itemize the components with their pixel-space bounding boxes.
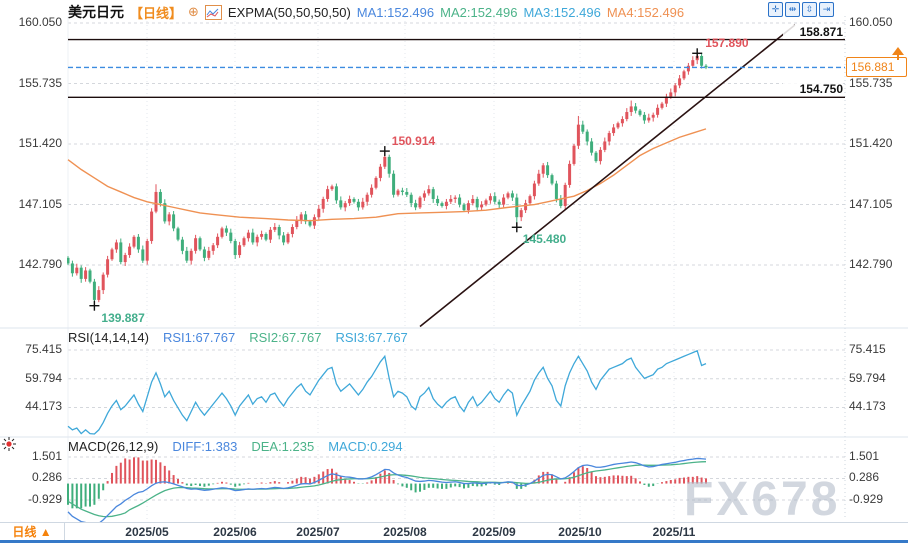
chart-toolbar: ✛ ⇹ ⇳ ⇥ bbox=[768, 2, 834, 17]
rsi-axis-label: 44.173 bbox=[25, 399, 62, 413]
high-price-annotation: 157.890 bbox=[705, 36, 749, 51]
forward-icon[interactable]: ⇥ bbox=[819, 2, 834, 17]
rsi-line bbox=[67, 349, 707, 435]
rsi3-value: RSI3:67.767 bbox=[335, 330, 408, 345]
macd-axis-label: 0.286 bbox=[849, 470, 880, 484]
ma3-value: MA3:152.496 bbox=[523, 4, 601, 20]
pan-icon[interactable]: ✛ bbox=[768, 2, 783, 17]
settings-sun-icon[interactable] bbox=[2, 437, 16, 456]
macd-axis-label: 1.501 bbox=[849, 449, 880, 463]
price-axis-label: 155.735 bbox=[849, 76, 893, 90]
macd-axis-label: 0.286 bbox=[31, 470, 62, 484]
dea-value: DEA:1.235 bbox=[251, 439, 315, 454]
date-tick: 2025/05 bbox=[125, 525, 169, 539]
rsi-header: RSI(14,14,14) RSI1:67.767 RSI2:67.767 RS… bbox=[68, 330, 408, 345]
resistance-line-label: 158.871 bbox=[783, 24, 843, 39]
ma2-value: MA2:152.496 bbox=[440, 4, 518, 20]
low-price-annotation: 145.480 bbox=[522, 232, 567, 247]
rsi1-value: RSI1:67.767 bbox=[162, 330, 236, 345]
macd-axis-label: 1.501 bbox=[31, 449, 62, 463]
rsi-name: RSI(14,14,14) bbox=[68, 330, 149, 345]
price-axis-label: 151.420 bbox=[849, 136, 893, 150]
expma-line bbox=[67, 128, 707, 222]
macd-value: MACD:0.294 bbox=[328, 439, 403, 454]
rsi2-value: RSI2:67.767 bbox=[249, 330, 322, 345]
add-indicator-icon[interactable]: ⊕ bbox=[188, 4, 199, 19]
candles bbox=[67, 52, 708, 306]
price-axis-label: 160.050 bbox=[849, 15, 893, 29]
rsi-axis-label: 59.794 bbox=[849, 371, 886, 385]
macd-hist bbox=[67, 457, 707, 509]
macd-header: MACD(26,12,9) DIFF:1.383 DEA:1.235 MACD:… bbox=[68, 439, 403, 454]
fit-width-icon[interactable]: ⇹ bbox=[785, 2, 800, 17]
macd-axis-label: -0.929 bbox=[27, 492, 62, 506]
period-tag[interactable]: 【日线】 bbox=[130, 5, 183, 21]
time-axis-bar: 日线 ▲ 2025/05 2025/06 2025/07 2025/08 202… bbox=[0, 522, 908, 541]
chart-header: 美元日元 【日线】 ⊕ EXPMA(50,50,50,50) MA1:152.4… bbox=[68, 2, 684, 22]
high-price-annotation: 150.914 bbox=[391, 134, 436, 149]
trendline bbox=[419, 24, 796, 328]
date-tick: 2025/08 bbox=[383, 525, 427, 539]
rsi-axis-label: 59.794 bbox=[25, 371, 62, 385]
macd-lines bbox=[67, 457, 707, 526]
current-price-badge: 156.881 bbox=[846, 57, 907, 78]
support-line-label: 154.750 bbox=[783, 82, 843, 97]
scale-y-icon[interactable]: ⇳ bbox=[802, 2, 817, 17]
price-axis-label: 160.050 bbox=[18, 15, 62, 29]
period-selector[interactable]: 日线 ▲ bbox=[0, 523, 65, 541]
watermark: FX678 bbox=[684, 473, 841, 526]
date-tick: 2025/10 bbox=[558, 525, 602, 539]
date-tick: 2025/11 bbox=[652, 525, 696, 539]
date-tick: 2025/07 bbox=[296, 525, 340, 539]
price-axis-label: 155.735 bbox=[18, 76, 62, 90]
diff-value: DIFF:1.383 bbox=[172, 439, 238, 454]
rsi-axis-label: 75.415 bbox=[849, 342, 886, 356]
price-axis-label: 147.105 bbox=[849, 197, 893, 211]
ma4-value: MA4:152.496 bbox=[606, 4, 685, 20]
price-axis-label: 142.790 bbox=[849, 257, 893, 271]
price-axis-label: 151.420 bbox=[18, 136, 62, 150]
date-tick: 2025/06 bbox=[213, 525, 257, 539]
rsi-axis-label: 75.415 bbox=[25, 342, 62, 356]
ma1-value: MA1:152.496 bbox=[356, 4, 435, 20]
macd-axis-label: -0.929 bbox=[849, 492, 884, 506]
period-arrow-icon: ▲ bbox=[39, 525, 52, 539]
price-up-arrow-icon bbox=[891, 47, 905, 61]
extreme-marks bbox=[89, 48, 703, 311]
sr-lines bbox=[68, 38, 845, 99]
price-axis-label: 147.105 bbox=[18, 197, 62, 211]
bottom-accent-strip bbox=[0, 540, 908, 543]
macd-name: MACD(26,12,9) bbox=[68, 439, 159, 454]
rsi-axis-label: 44.173 bbox=[849, 399, 886, 413]
low-price-annotation: 139.887 bbox=[101, 310, 145, 325]
date-tick: 2025/09 bbox=[472, 525, 516, 539]
symbol-name: 美元日元 bbox=[68, 4, 124, 20]
indicator-label: EXPMA(50,50,50,50) bbox=[227, 4, 351, 20]
indicator-chart-icon[interactable] bbox=[204, 4, 222, 20]
price-axis-label: 142.790 bbox=[18, 257, 62, 271]
